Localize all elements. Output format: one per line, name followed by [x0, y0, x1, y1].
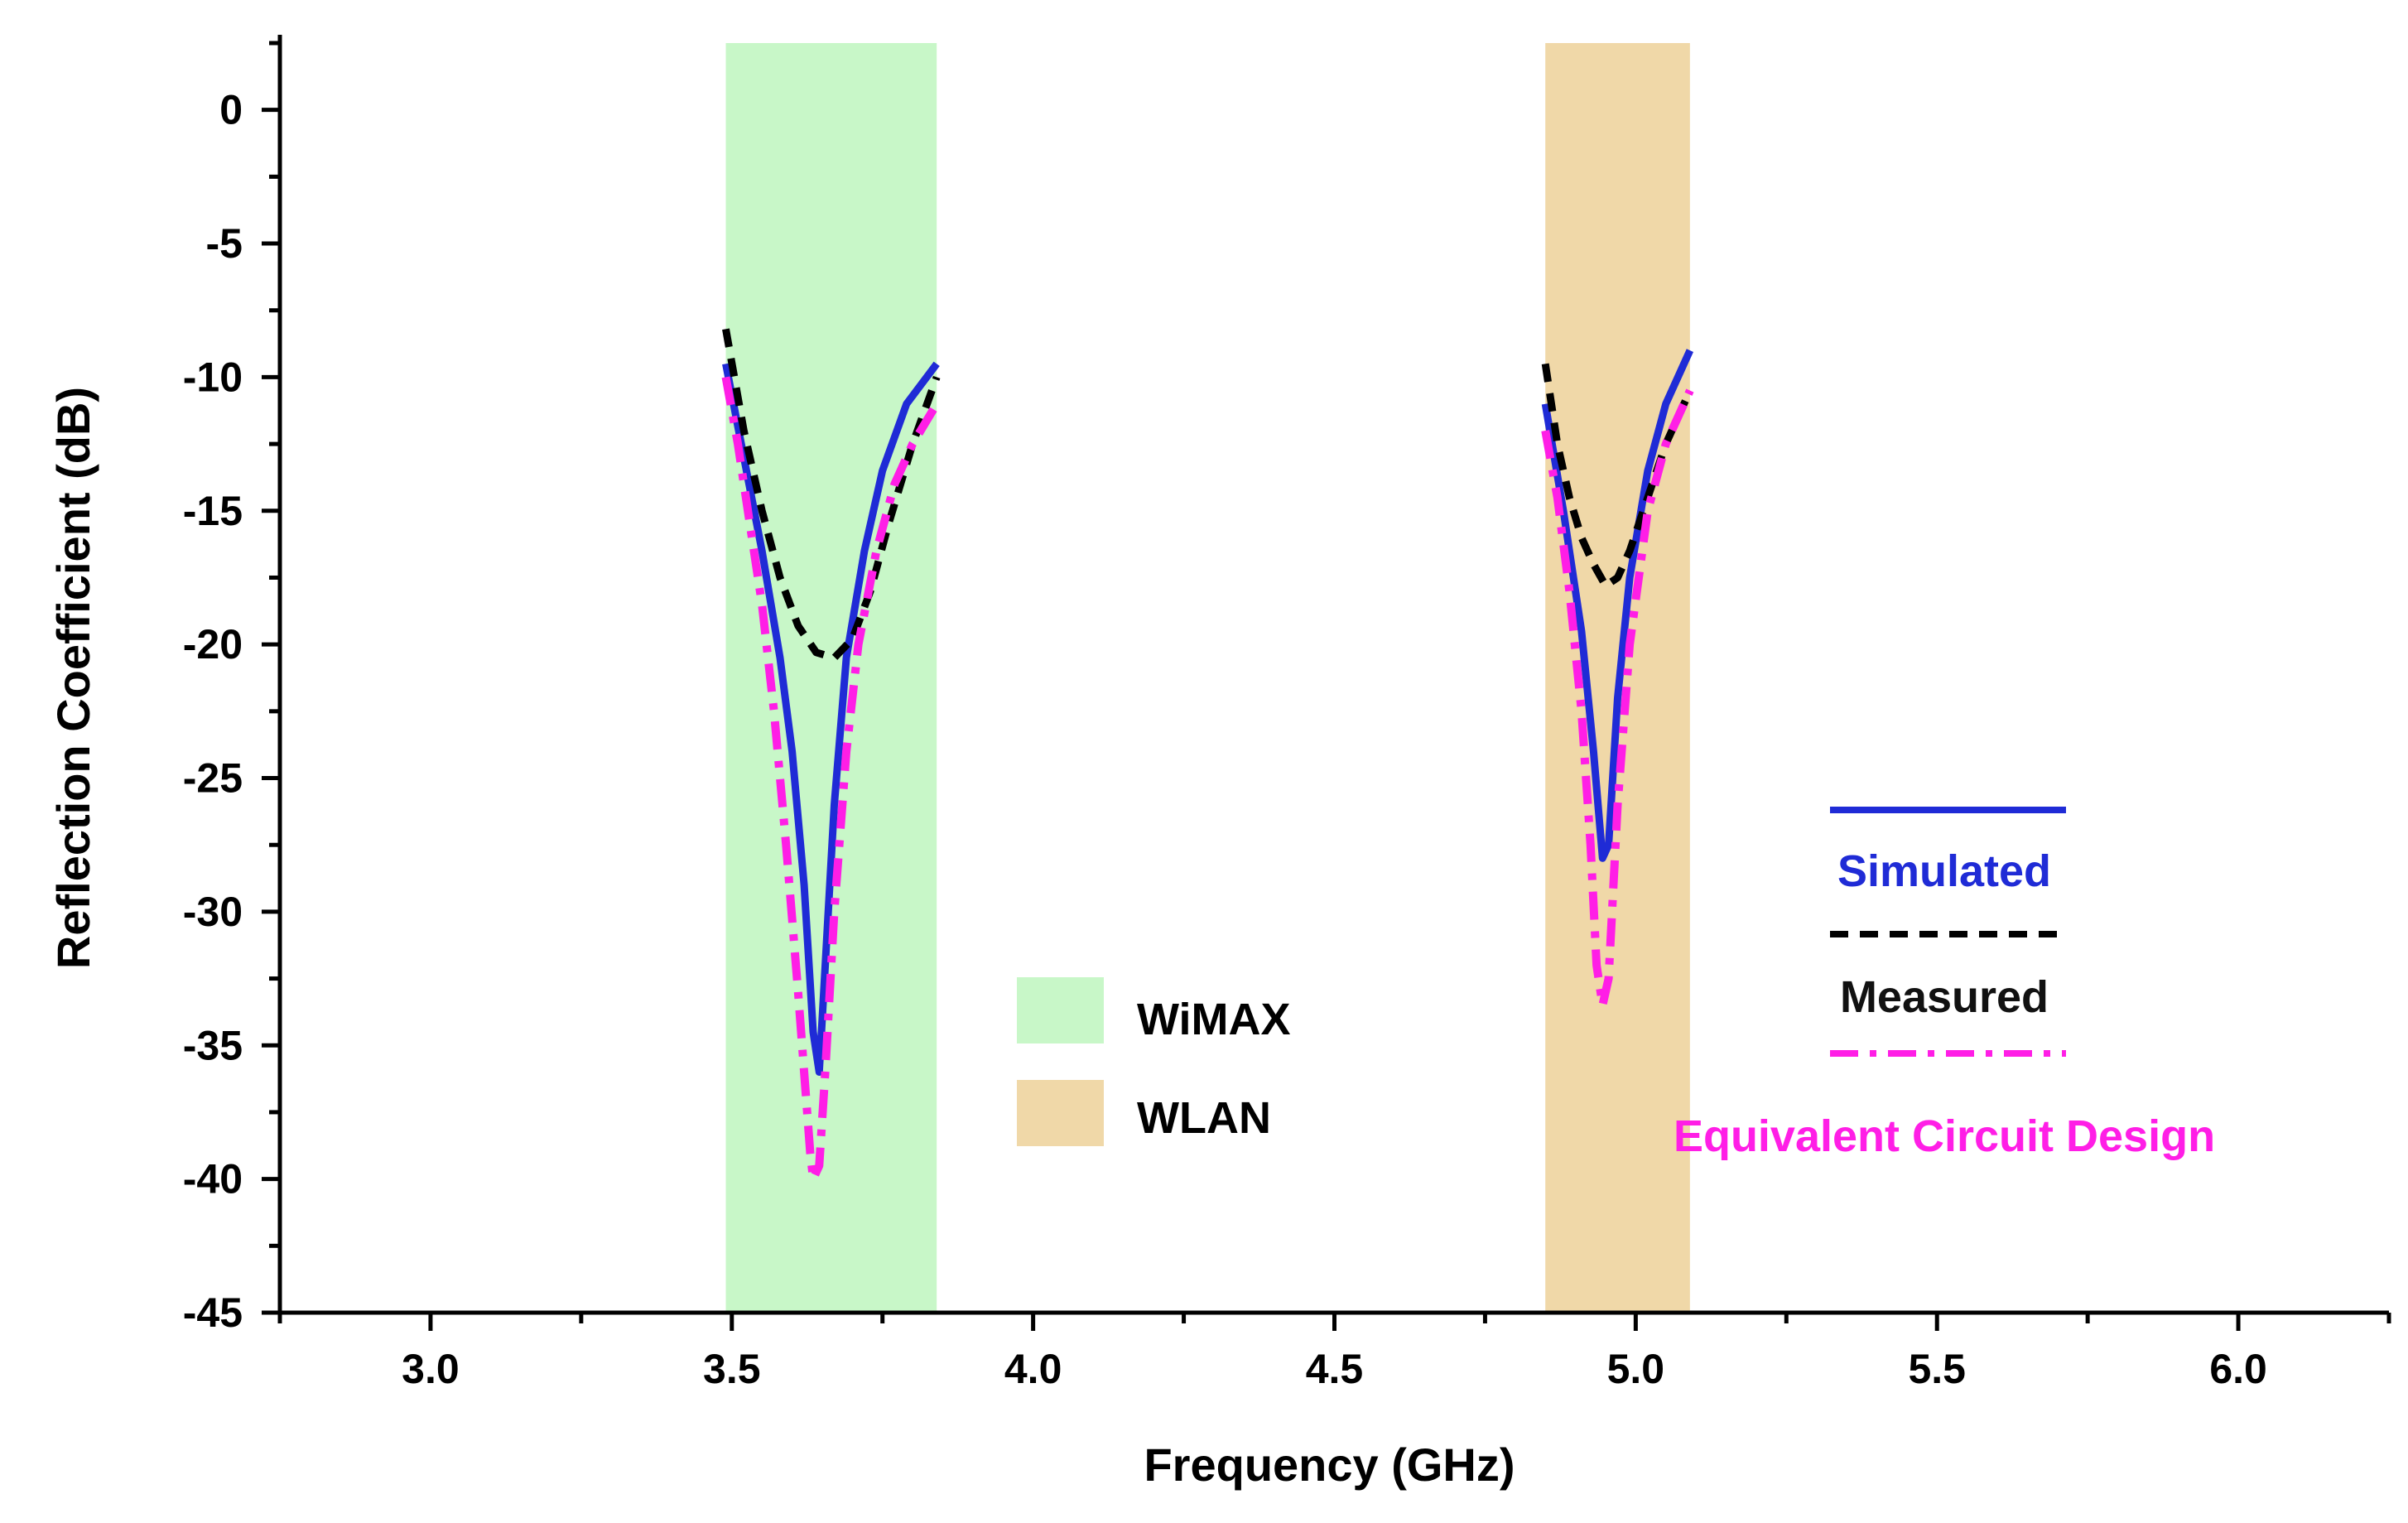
y-tick-label: -20 — [183, 621, 243, 668]
band-legend: WiMAX WLAN — [1017, 977, 1291, 1146]
wimax-legend-swatch — [1017, 977, 1104, 1043]
y-tick-label: -30 — [183, 889, 243, 935]
measured-series-line-1 — [722, 328, 941, 662]
equivalent-circuit-design-series-line-1 — [721, 376, 941, 1183]
wimax-legend-label: WiMAX — [1137, 995, 1291, 1044]
y-tick-label: -25 — [183, 755, 243, 802]
wlan-legend-label: WLAN — [1137, 1093, 1271, 1143]
x-tick-label: 3.5 — [703, 1346, 761, 1392]
simulated-series-line-2 — [1541, 349, 1694, 862]
x-axis-ticks: 3.0 3.5 4.0 4.5 5.0 5.5 6.0 — [277, 1313, 2391, 1392]
y-tick-label: -15 — [183, 488, 243, 534]
y-tick-label: -10 — [183, 354, 243, 400]
simulated-series-line-1 — [722, 361, 940, 1076]
measured-legend-label: Measured — [1840, 972, 2049, 1022]
axes: 3.0 3.5 4.0 4.5 5.0 5.5 6.0 0 -5 -10 -15 -20 -25 -30… — [183, 35, 2391, 1392]
x-tick-label: 4.0 — [1004, 1346, 1062, 1392]
series-legend: Simulated Measured Equivalent Circuit De… — [1674, 807, 2215, 1161]
x-tick-label: 6.0 — [2209, 1346, 2267, 1392]
x-tick-label: 4.5 — [1306, 1346, 1364, 1392]
wlan-legend-swatch — [1017, 1080, 1104, 1146]
equivalent-circuit-design-series-line-2 — [1541, 388, 1694, 1010]
x-tick-label: 5.0 — [1607, 1346, 1665, 1392]
data-series — [721, 328, 1694, 1183]
x-tick-label: 3.0 — [402, 1346, 460, 1392]
equivalent-circuit-legend-label: Equivalent Circuit Design — [1674, 1111, 2215, 1161]
y-axis-title: Reflection Coefficient (dB) — [47, 387, 99, 969]
y-tick-label: -35 — [183, 1022, 243, 1068]
x-tick-label: 5.5 — [1908, 1346, 1966, 1392]
x-axis-title: Frequency (GHz) — [1144, 1439, 1515, 1491]
y-tick-label: -40 — [183, 1156, 243, 1202]
wimax-band — [725, 43, 937, 1313]
simulated-legend-label: Simulated — [1837, 846, 2051, 896]
y-tick-label: 0 — [219, 87, 243, 133]
y-tick-label: -5 — [206, 220, 243, 267]
y-tick-label: -45 — [183, 1289, 243, 1336]
y-axis-ticks: 0 -5 -10 -15 -20 -25 -30 -35 -40 -45 — [183, 41, 280, 1336]
